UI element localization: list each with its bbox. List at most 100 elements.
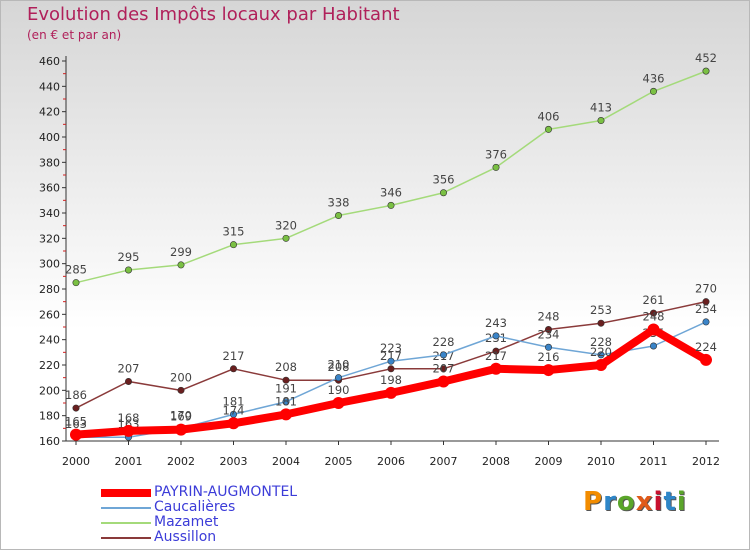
legend-swatch (101, 489, 151, 497)
data-label: 346 (380, 185, 402, 199)
data-point (72, 404, 80, 412)
data-label: 220 (590, 345, 612, 359)
data-label: 285 (65, 263, 87, 277)
logo-letter: t (663, 487, 677, 517)
data-label: 168 (118, 411, 140, 425)
data-label: 165 (65, 415, 87, 429)
data-label: 208 (328, 360, 350, 374)
data-point (230, 241, 238, 249)
series-mazamet: 285 295 299 315 320 338 346 356 376 406 413 436 452 (65, 51, 717, 287)
data-point (385, 386, 397, 399)
data-label: 210 (328, 358, 350, 372)
logo-letter: i (676, 487, 687, 517)
data-point (387, 365, 395, 373)
data-point (649, 342, 657, 350)
data-point (282, 376, 290, 384)
data-label: 261 (643, 293, 665, 307)
data-label: 217 (223, 349, 245, 363)
data-label: 181 (275, 394, 297, 408)
logo-letter: r (603, 487, 617, 517)
data-label: 174 (223, 403, 245, 417)
x-tick-label: 2006 (377, 455, 405, 468)
x-tick-label: 2005 (325, 455, 353, 468)
x-tick-label: 2001 (115, 455, 143, 468)
logo-letter: i (653, 487, 664, 517)
data-label: 295 (118, 250, 140, 264)
y-tick-label: 420 (39, 106, 60, 119)
data-point (490, 362, 502, 375)
data-point (439, 351, 447, 359)
data-point (597, 351, 605, 359)
x-tick-label: 2011 (640, 455, 668, 468)
data-label: 163 (65, 417, 87, 431)
y-tick-label: 300 (39, 258, 60, 271)
data-label: 234 (538, 327, 560, 341)
logo-letter: P (583, 487, 604, 517)
data-point (544, 125, 552, 133)
data-point (595, 359, 607, 371)
data-point (177, 261, 185, 269)
x-tick-label: 2002 (167, 455, 195, 468)
data-point (492, 163, 500, 171)
data-label: 224 (695, 340, 717, 354)
x-tick-label: 2004 (272, 455, 300, 468)
y-tick-label: 340 (39, 207, 60, 220)
data-point (439, 365, 447, 373)
data-point (544, 343, 552, 351)
data-point (702, 318, 710, 326)
data-label: 207 (433, 361, 455, 375)
data-label: 223 (380, 341, 402, 355)
data-label: 376 (485, 147, 507, 161)
y-tick-label: 280 (39, 283, 60, 296)
logo-letter: x (635, 487, 654, 517)
legend-swatch (101, 537, 151, 539)
legend-item: PAYRIN-AUGMONTEL (101, 484, 421, 500)
data-label: 181 (223, 394, 245, 408)
chart-title: Evolution des Impôts locaux par Habitant (27, 4, 400, 25)
y-tick-label: 180 (39, 410, 60, 423)
data-point (175, 423, 187, 436)
data-point (332, 397, 345, 409)
data-label: 190 (328, 383, 350, 397)
data-point (702, 298, 710, 306)
data-label: 217 (485, 349, 507, 363)
x-tick-label: 2008 (482, 455, 510, 468)
data-label: 207 (118, 361, 140, 375)
data-label: 299 (170, 245, 192, 259)
data-point (334, 212, 342, 220)
logo-letter: o (616, 487, 636, 517)
data-point (647, 323, 660, 336)
x-tick-label: 2012 (692, 455, 720, 468)
y-tick-label: 240 (39, 334, 60, 347)
data-point (125, 266, 133, 274)
data-label: 186 (65, 388, 87, 402)
data-label: 452 (695, 51, 717, 65)
y-tick-label: 400 (39, 131, 60, 144)
data-label: 253 (590, 303, 612, 317)
data-point (72, 279, 80, 287)
y-tick-label: 200 (39, 384, 60, 397)
data-label: 169 (170, 410, 192, 424)
data-label: 228 (590, 335, 612, 349)
data-point (544, 326, 552, 334)
data-point (492, 347, 500, 355)
legend-label: PAYRIN-AUGMONTEL (154, 484, 298, 500)
data-point (649, 87, 657, 95)
data-point (492, 332, 500, 340)
x-tick-label: 2009 (535, 455, 563, 468)
data-label: 270 (695, 282, 717, 296)
x-tick-label: 2000 (62, 455, 90, 468)
y-tick-label: 440 (39, 80, 60, 93)
data-point (70, 428, 82, 441)
data-point (437, 375, 450, 388)
y-tick-label: 160 (39, 435, 60, 448)
data-label: 217 (380, 349, 402, 363)
data-label: 208 (275, 360, 297, 374)
legend-label: Mazamet (154, 514, 219, 530)
y-tick-label: 460 (39, 55, 60, 68)
data-point (387, 357, 395, 365)
x-tick-label: 2003 (220, 455, 248, 468)
data-point (177, 386, 185, 394)
y-tick-label: 380 (39, 156, 60, 169)
